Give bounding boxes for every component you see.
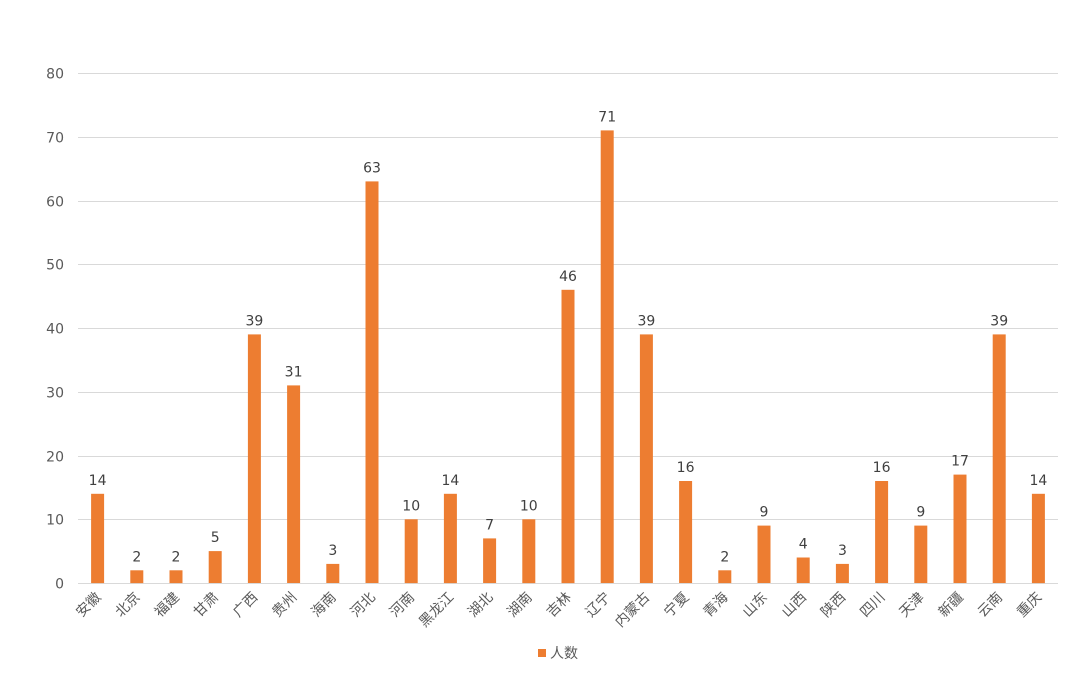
legend-label: 人数 bbox=[550, 646, 578, 662]
y-tick-label: 10 bbox=[46, 513, 64, 529]
bar bbox=[796, 557, 810, 583]
x-tick-label: 宁夏 bbox=[661, 589, 693, 621]
bar bbox=[169, 570, 183, 584]
y-tick-label: 70 bbox=[46, 131, 64, 147]
bar bbox=[1031, 493, 1045, 584]
x-tick-label: 福建 bbox=[152, 590, 183, 621]
data-label: 16 bbox=[873, 460, 891, 476]
bar bbox=[718, 570, 732, 584]
x-tick-label: 北京 bbox=[113, 590, 144, 621]
data-labels: 14 2 2 5 39 31 3 63 10 14 7 10 46 71 39 16 2 9 4 3 16 9 17 39 14 bbox=[89, 109, 1048, 565]
x-tick-label: 山东 bbox=[740, 590, 771, 621]
x-tick-label: 青海 bbox=[701, 590, 732, 621]
y-tick-label: 40 bbox=[46, 322, 64, 338]
bar bbox=[483, 538, 497, 583]
bar bbox=[757, 525, 771, 583]
x-tick-label: 新疆 bbox=[936, 590, 967, 621]
data-label: 2 bbox=[720, 549, 729, 565]
bar bbox=[953, 474, 967, 583]
data-label: 46 bbox=[559, 269, 577, 285]
bar bbox=[365, 181, 379, 583]
y-tick-label: 60 bbox=[46, 195, 64, 211]
data-label: 10 bbox=[402, 498, 420, 514]
y-axis-ticks: 0 10 20 30 40 50 60 70 80 bbox=[46, 67, 64, 593]
bar bbox=[208, 551, 222, 583]
data-label: 7 bbox=[485, 517, 494, 533]
x-tick-label: 陕西 bbox=[818, 590, 849, 621]
data-label: 16 bbox=[677, 460, 695, 476]
bar bbox=[639, 334, 653, 583]
x-tick-label: 海南 bbox=[309, 590, 340, 621]
x-tick-label: 云南 bbox=[975, 590, 1006, 621]
data-label: 2 bbox=[172, 549, 181, 565]
data-label: 39 bbox=[637, 313, 655, 329]
x-tick-label: 湖南 bbox=[505, 590, 536, 621]
data-label: 3 bbox=[838, 543, 847, 559]
x-tick-label: 内蒙古 bbox=[612, 590, 653, 631]
x-tick-label: 河南 bbox=[387, 590, 418, 621]
data-label: 14 bbox=[89, 473, 107, 489]
data-label: 14 bbox=[441, 473, 459, 489]
y-tick-label: 0 bbox=[55, 577, 64, 593]
bar bbox=[326, 563, 340, 583]
bar bbox=[247, 334, 261, 583]
x-tick-label: 重庆 bbox=[1014, 590, 1045, 621]
x-tick-label: 甘肃 bbox=[191, 590, 222, 621]
bar bbox=[679, 481, 693, 583]
bar bbox=[522, 519, 536, 584]
legend: 人数 bbox=[538, 646, 578, 662]
x-tick-label: 安徽 bbox=[73, 590, 104, 621]
bar bbox=[835, 563, 849, 583]
y-tick-label: 30 bbox=[46, 386, 64, 402]
y-tick-label: 20 bbox=[46, 450, 64, 466]
data-label: 2 bbox=[132, 549, 141, 565]
x-tick-label: 贵州 bbox=[269, 590, 300, 621]
data-label: 3 bbox=[328, 543, 337, 559]
bar bbox=[404, 519, 418, 584]
data-label: 5 bbox=[211, 530, 220, 546]
bar bbox=[875, 481, 889, 583]
x-tick-label: 天津 bbox=[897, 590, 928, 621]
data-label: 71 bbox=[598, 109, 616, 125]
bar bbox=[600, 130, 614, 583]
x-tick-label: 四川 bbox=[857, 590, 888, 621]
bars bbox=[91, 130, 1045, 584]
data-label: 14 bbox=[1029, 473, 1047, 489]
data-label: 9 bbox=[760, 505, 769, 521]
bar bbox=[91, 493, 105, 584]
bar bbox=[992, 334, 1006, 583]
data-label: 63 bbox=[363, 160, 381, 176]
x-tick-label: 吉林 bbox=[544, 590, 575, 621]
bar bbox=[130, 570, 144, 584]
data-label: 9 bbox=[916, 505, 925, 521]
x-tick-label: 湖北 bbox=[465, 590, 496, 621]
y-tick-label: 50 bbox=[46, 258, 64, 274]
x-tick-label: 黑龙江 bbox=[416, 590, 457, 631]
legend-swatch bbox=[538, 649, 546, 657]
bar bbox=[287, 385, 301, 583]
x-tick-label: 广西 bbox=[230, 590, 261, 621]
bar bbox=[443, 493, 457, 584]
data-label: 31 bbox=[285, 364, 303, 380]
y-tick-label: 80 bbox=[46, 67, 64, 83]
x-tick-label: 山西 bbox=[779, 590, 810, 621]
bar bbox=[914, 525, 928, 583]
data-label: 39 bbox=[990, 313, 1008, 329]
x-tick-label: 辽宁 bbox=[582, 589, 614, 621]
data-label: 4 bbox=[799, 537, 808, 553]
x-tick-label: 河北 bbox=[348, 590, 379, 621]
data-label: 39 bbox=[245, 313, 263, 329]
data-label: 17 bbox=[951, 454, 969, 470]
bar bbox=[561, 289, 575, 584]
data-label: 10 bbox=[520, 498, 538, 514]
